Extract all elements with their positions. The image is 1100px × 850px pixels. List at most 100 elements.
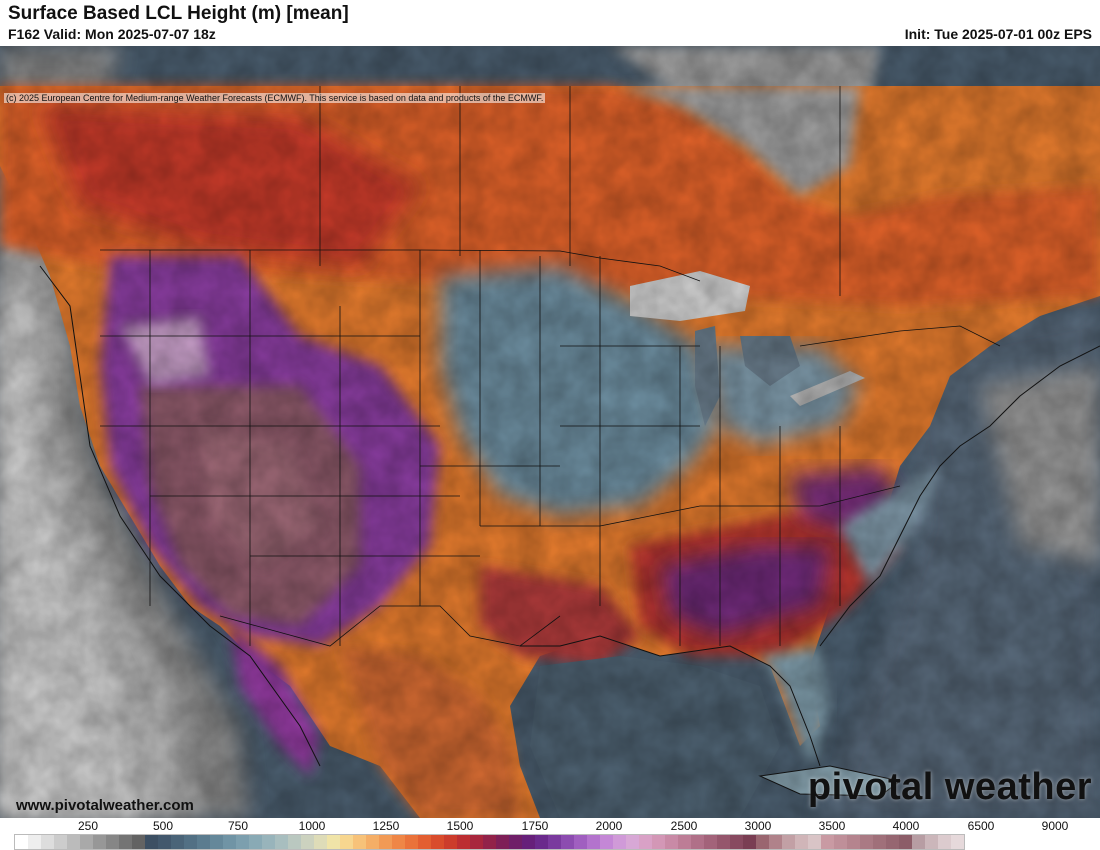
valid-time: F162 Valid: Mon 2025-07-07 18z <box>8 26 216 42</box>
colorbar-swatch <box>275 835 288 849</box>
colorbar-swatch <box>535 835 548 849</box>
header: Surface Based LCL Height (m) [mean] F162… <box>0 0 1100 46</box>
colorbar-swatch <box>431 835 444 849</box>
colorbar-label: 1250 <box>372 819 400 833</box>
colorbar-swatch <box>54 835 67 849</box>
colorbar-swatch <box>392 835 405 849</box>
colorbar-swatch <box>626 835 639 849</box>
us-canada-border <box>100 249 601 259</box>
colorbar-swatch <box>106 835 119 849</box>
colorbar-swatch <box>652 835 665 849</box>
colorbar-swatch <box>548 835 561 849</box>
colorbar-swatch <box>834 835 847 849</box>
colorbar-swatch <box>678 835 691 849</box>
colorbar-label: 3500 <box>818 819 846 833</box>
colorbar-swatch <box>873 835 886 849</box>
colorbar-swatch <box>821 835 834 849</box>
colorbar-label: 2000 <box>595 819 623 833</box>
colorbar-swatch <box>132 835 145 849</box>
colorbar-swatch <box>509 835 522 849</box>
pivotal-weather-logo: pivotal weather <box>807 766 1092 808</box>
colorbar-swatch <box>340 835 353 849</box>
colorbar-label: 500 <box>152 819 174 833</box>
colorbar-swatch <box>418 835 431 849</box>
colorbar-swatch <box>782 835 795 849</box>
province-borders <box>319 86 841 296</box>
colorbar-swatch <box>262 835 275 849</box>
copyright-notice: (c) 2025 European Centre for Medium-rang… <box>4 93 546 103</box>
coastlines <box>39 265 1100 797</box>
colorbar-label: 250 <box>77 819 99 833</box>
us-canada-border-east <box>599 257 701 282</box>
colorbar-swatch <box>288 835 301 849</box>
colorbar-swatch <box>886 835 899 849</box>
colorbar-swatch <box>197 835 210 849</box>
colorbar-swatch <box>795 835 808 849</box>
colorbar-swatch <box>249 835 262 849</box>
colorbar-swatch <box>457 835 470 849</box>
colorbar: 250 500 750 1000 1250 1500 1750 2000 2500 3000 350… <box>0 818 1100 850</box>
colorbar-swatch <box>171 835 184 849</box>
colorbar-swatch <box>769 835 782 849</box>
colorbar-swatch <box>639 835 652 849</box>
colorbar-label: 4000 <box>892 819 920 833</box>
colorbar-swatch <box>925 835 938 849</box>
map-canvas <box>0 46 1100 818</box>
colorbar-swatch <box>496 835 509 849</box>
colorbar-swatch <box>561 835 574 849</box>
colorbar-swatch <box>704 835 717 849</box>
colorbar-swatch <box>860 835 873 849</box>
colorbar-label: 9000 <box>1041 819 1069 833</box>
colorbar-swatch <box>483 835 496 849</box>
colorbar-swatch <box>301 835 314 849</box>
colorbar-swatch <box>236 835 249 849</box>
field-texture <box>0 46 1100 818</box>
colorbar-swatch <box>15 835 28 849</box>
colorbar-label: 3000 <box>744 819 772 833</box>
colorbar-swatch <box>158 835 171 849</box>
colorbar-swatch <box>184 835 197 849</box>
colorbar-label: 1500 <box>446 819 474 833</box>
colorbar-swatch <box>756 835 769 849</box>
colorbar-swatch <box>522 835 535 849</box>
colorbar-swatch <box>353 835 366 849</box>
colorbar-swatches <box>14 834 965 850</box>
map-title: Surface Based LCL Height (m) [mean] <box>8 3 349 24</box>
colorbar-labels: 250 500 750 1000 1250 1500 1750 2000 2500 3000 350… <box>0 819 1100 833</box>
colorbar-label: 750 <box>227 819 249 833</box>
site-url[interactable]: www.pivotalweather.com <box>16 797 194 814</box>
colorbar-swatch <box>717 835 730 849</box>
colorbar-swatch <box>41 835 54 849</box>
colorbar-swatch <box>743 835 756 849</box>
colorbar-swatch <box>327 835 340 849</box>
forecast-map[interactable]: (c) 2025 European Centre for Medium-rang… <box>0 46 1100 818</box>
colorbar-label: 6500 <box>967 819 995 833</box>
colorbar-swatch <box>67 835 80 849</box>
colorbar-label: 1000 <box>298 819 326 833</box>
colorbar-swatch <box>951 835 964 849</box>
colorbar-swatch <box>691 835 704 849</box>
colorbar-swatch <box>665 835 678 849</box>
colorbar-swatch <box>80 835 93 849</box>
colorbar-swatch <box>444 835 457 849</box>
colorbar-label: 1750 <box>521 819 549 833</box>
colorbar-swatch <box>847 835 860 849</box>
colorbar-swatch <box>210 835 223 849</box>
colorbar-swatch <box>223 835 236 849</box>
us-canada-border-ne <box>799 325 1001 347</box>
init-time: Init: Tue 2025-07-01 00z EPS <box>904 26 1092 42</box>
colorbar-swatch <box>808 835 821 849</box>
colorbar-swatch <box>730 835 743 849</box>
colorbar-swatch <box>574 835 587 849</box>
colorbar-swatch <box>938 835 951 849</box>
colorbar-swatch <box>470 835 483 849</box>
colorbar-swatch <box>379 835 392 849</box>
colorbar-swatch <box>366 835 379 849</box>
colorbar-swatch <box>28 835 41 849</box>
colorbar-swatch <box>587 835 600 849</box>
colorbar-swatch <box>600 835 613 849</box>
colorbar-swatch <box>405 835 418 849</box>
colorbar-swatch <box>119 835 132 849</box>
colorbar-swatch <box>899 835 912 849</box>
colorbar-swatch <box>613 835 626 849</box>
